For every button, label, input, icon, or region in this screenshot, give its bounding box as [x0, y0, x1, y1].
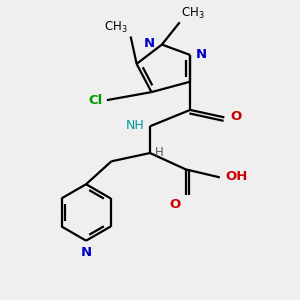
Text: NH: NH	[126, 119, 145, 132]
Text: OH: OH	[226, 170, 248, 183]
Text: CH$_3$: CH$_3$	[181, 6, 205, 21]
Text: N: N	[143, 37, 155, 50]
Text: O: O	[230, 110, 242, 123]
Text: O: O	[169, 198, 180, 211]
Text: Cl: Cl	[88, 94, 102, 106]
Text: CH$_3$: CH$_3$	[104, 20, 128, 35]
Text: N: N	[196, 48, 207, 61]
Text: H: H	[155, 146, 164, 159]
Text: N: N	[80, 246, 92, 259]
